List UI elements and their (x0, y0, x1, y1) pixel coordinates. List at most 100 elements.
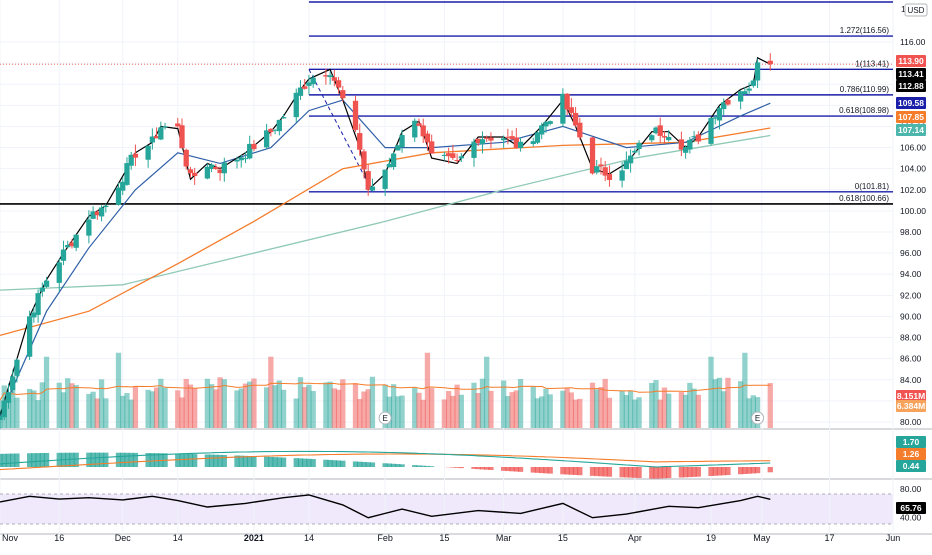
price-tag-1-label: 113.41 (898, 69, 924, 79)
volume-bar-74 (429, 388, 434, 428)
candle-body-64 (370, 187, 375, 191)
fib-label-1: 1(113.41) (855, 59, 889, 68)
volume-bar-104 (607, 398, 612, 428)
macd-hist-59 (340, 461, 345, 467)
fib-label-3: 0.618(108.98) (839, 106, 889, 115)
macd-hist-124 (725, 467, 730, 475)
macd-hist-54 (311, 459, 316, 467)
volume-bar-119 (696, 395, 701, 428)
candle-body-10 (57, 262, 62, 282)
candle-body-7 (35, 293, 40, 315)
candle-body-130 (768, 61, 773, 64)
candle-body-77 (450, 153, 455, 158)
macd-hist-9 (44, 453, 49, 467)
price-tick-16: 84.00 (900, 375, 922, 385)
rsi-tick-0: 80.00 (900, 484, 922, 494)
volume-tag-0-label: 8.151M (897, 391, 925, 401)
volume-tag-1-label: 6.384M (897, 401, 925, 411)
volume-bar-54 (311, 391, 316, 428)
candle-body-37 (213, 167, 218, 169)
candle-body-89 (518, 142, 523, 148)
candle-body-2 (6, 392, 11, 403)
candle-body-120 (708, 118, 713, 144)
volume-bar-9 (44, 357, 49, 428)
time-tick-1: 16 (54, 533, 64, 543)
time-tick-8: Mar (496, 533, 512, 543)
volume-bar-109 (636, 397, 641, 428)
macd-hist-79 (459, 467, 464, 468)
candle-body-25 (145, 146, 150, 160)
price-tick-13: 90.00 (900, 311, 922, 321)
candle-body-1 (2, 401, 7, 417)
candle-body-58 (336, 80, 341, 87)
candle-body-15 (86, 220, 91, 236)
candle-body-70 (412, 121, 417, 138)
candle-body-85 (501, 138, 506, 140)
candle-body-59 (340, 90, 345, 98)
volume-bar-114 (666, 394, 671, 428)
candle-body-56 (327, 75, 332, 77)
candle-body-101 (594, 166, 599, 172)
price-tag-5-label: 107.14 (898, 125, 924, 135)
candle-body-33 (188, 169, 193, 173)
volume-bar-94 (548, 394, 553, 428)
fib-label-4: 0(101.81) (855, 182, 890, 191)
volume-bar-79 (459, 395, 464, 428)
time-tick-3: 14 (173, 533, 183, 543)
time-tick-14: Jun (886, 533, 901, 543)
candle-body-107 (628, 156, 633, 164)
time-tick-4: 2021 (244, 533, 264, 543)
candle-body-62 (361, 151, 366, 169)
candle-body-14 (74, 235, 79, 248)
macd-tag-0-label: 1.70 (903, 437, 920, 447)
time-tick-2: Dec (115, 533, 132, 543)
macd-hist-114 (666, 467, 671, 478)
volume-bar-69 (399, 396, 404, 428)
rsi-tick-1: 40.00 (900, 513, 922, 523)
candle-body-73 (425, 134, 430, 143)
fib-label-2: 0.786(110.99) (840, 85, 890, 94)
candle-body-97 (569, 107, 574, 113)
price-tag-3-label: 109.58 (898, 98, 924, 108)
candle-body-52 (302, 86, 307, 89)
time-tick-0: Nov (2, 533, 19, 543)
candle-body-127 (746, 89, 751, 91)
candle-body-74 (429, 141, 434, 153)
macd-hist-84 (488, 467, 493, 470)
volume-bar-84 (488, 391, 493, 428)
candle-body-92 (539, 125, 544, 134)
candle-body-29 (162, 126, 167, 127)
time-tick-6: Feb (377, 533, 393, 543)
candle-body-82 (480, 139, 485, 144)
macd-hist-99 (577, 467, 582, 475)
candle-body-109 (636, 143, 641, 149)
candle-body-96 (564, 94, 569, 110)
macd-hist-24 (133, 453, 138, 467)
macd-hist-49 (281, 458, 286, 467)
candle-body-54 (311, 78, 316, 84)
candle-body-34 (192, 173, 197, 176)
fib-label-5: 0.618(100.66) (839, 194, 889, 203)
candle-body-80 (471, 142, 476, 158)
macd-hist-44 (251, 456, 256, 467)
candle-body-18 (99, 207, 104, 216)
fib-label-0: 1.272(116.56) (840, 26, 890, 35)
time-tick-10: Apr (628, 533, 642, 543)
candle-body-28 (158, 127, 163, 139)
price-tick-18: 80.00 (900, 417, 922, 427)
volume-bar-130 (768, 383, 773, 428)
volume-bar-64 (370, 377, 375, 428)
price-tick-15: 86.00 (900, 354, 922, 364)
candle-body-117 (687, 140, 692, 150)
macd-hist-69 (399, 464, 404, 467)
time-tick-9: 15 (558, 533, 568, 543)
macd-hist-39 (222, 455, 227, 467)
macd-hist-94 (548, 467, 553, 474)
candle-body-110 (649, 135, 654, 140)
volume-bar-124 (725, 378, 730, 428)
candle-body-9 (44, 281, 49, 287)
